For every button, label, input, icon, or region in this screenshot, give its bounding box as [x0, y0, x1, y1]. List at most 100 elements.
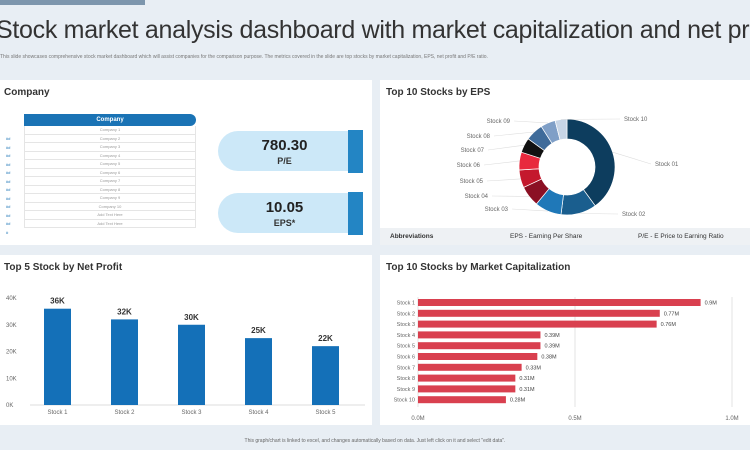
company-row: Company 1 — [24, 126, 196, 135]
net-profit-title: Top 5 Stock by Net Profit — [4, 262, 123, 273]
company-row: Company 3 — [24, 143, 196, 152]
donut-label: Stock 08 — [467, 134, 491, 140]
bar-value-label: 0.39M — [544, 344, 560, 350]
y-tick-label: 40K — [6, 296, 17, 302]
bar-value-label: 22K — [318, 334, 333, 343]
market-cap-bar — [418, 320, 657, 328]
market-cap-bar — [418, 309, 660, 317]
company-row-number: ## — [6, 144, 11, 150]
y-tick-label: Stock 10 — [394, 398, 415, 404]
market-cap-bar — [418, 342, 541, 350]
y-tick-label: 20K — [6, 350, 17, 356]
company-row-number: ## — [6, 161, 11, 167]
abbr-label: Abbreviations — [390, 233, 434, 240]
company-title: Company — [4, 87, 50, 98]
company-row: Company 5 — [24, 160, 196, 169]
x-tick-label: Stock 2 — [114, 410, 135, 416]
y-tick-label: 10K — [6, 376, 17, 382]
abbr-pe: P/E - E Price to Earning Ratio — [638, 233, 724, 240]
leader-line — [578, 213, 619, 215]
y-tick-label: Stock 7 — [397, 365, 415, 371]
company-row: Company 2 — [24, 134, 196, 143]
bar-value-label: 36K — [50, 297, 65, 306]
donut-label: Stock 05 — [460, 179, 484, 185]
bar-value-label: 0.39M — [544, 333, 560, 339]
abbreviations-bar: Abbreviations EPS - Earning Per Share P/… — [380, 228, 750, 245]
market-cap-bar — [418, 363, 522, 371]
company-row: Company 4 — [24, 151, 196, 160]
donut-label: Stock 02 — [622, 212, 646, 218]
leader-line — [511, 208, 548, 212]
market-cap-bar — [418, 353, 538, 360]
y-tick-label: Stock 3 — [397, 322, 415, 328]
donut-label: Stock 10 — [624, 117, 648, 123]
company-row: Company 9 — [24, 194, 196, 203]
bar-value-label: 0.28M — [510, 398, 526, 404]
net-profit-chart: 0K 10K 20K 30K 40K 36K Stock 1 32K Stock 2 30K Sto… — [6, 296, 365, 416]
page-subtitle: This slide showcases comprehensive stock… — [0, 54, 488, 60]
x-tick-label: Stock 1 — [47, 410, 68, 416]
donut-label: Stock 01 — [655, 162, 679, 168]
market-cap-bar — [418, 396, 506, 404]
company-row-number: ## — [6, 153, 11, 158]
profit-bar — [312, 346, 339, 405]
company-table-header: Company — [24, 114, 196, 126]
eps-panel: Top 10 Stocks by EPS Stock 01 Stock 02 Sto… — [380, 80, 750, 245]
company-row: Add Text Here — [24, 219, 196, 228]
leader-line — [493, 131, 535, 137]
donut-label: Stock 07 — [461, 148, 485, 154]
y-tick-label: 0K — [6, 403, 13, 409]
bar-value-label: 0.9M — [705, 301, 718, 307]
y-tick-label: Stock 4 — [397, 333, 415, 339]
eps-label: EPS* — [273, 218, 296, 228]
pe-value: 780.30 — [261, 137, 308, 154]
company-row: Company 8 — [24, 185, 196, 194]
company-row-number: ## — [6, 136, 11, 141]
pe-kpi: 780.30 P/E — [218, 130, 363, 173]
bar-value-label: 30K — [184, 313, 199, 322]
x-tick-label: 1.0M — [725, 416, 738, 422]
eps-chart-title: Top 10 Stocks by EPS — [386, 87, 491, 98]
footer-note: This graph/chart is linked to excel, and… — [244, 438, 506, 444]
company-row-number: ## — [6, 204, 11, 209]
donut-slice — [566, 118, 616, 207]
leader-line — [612, 151, 652, 165]
leader-line — [513, 120, 548, 124]
market-cap-bar — [418, 331, 541, 339]
market-cap-bar — [418, 374, 516, 382]
y-tick-label: Stock 2 — [397, 311, 415, 317]
x-tick-label: 0.5M — [568, 416, 581, 422]
profit-bar — [44, 308, 71, 405]
eps-value: 10.05 — [265, 199, 304, 216]
y-tick-label: Stock 9 — [397, 387, 415, 393]
market-cap-panel: Top 10 Stocks by Market Capitalization 0… — [380, 255, 750, 425]
bar-value-label: 25K — [251, 326, 266, 335]
market-cap-bar — [418, 299, 701, 306]
bar-value-label: 0.77M — [664, 311, 680, 317]
company-row-number: ## — [6, 212, 11, 218]
market-cap-chart: 0.0M 0.5M 1.0M Stock 1 0.9M Stock 2 0.77M Stock… — [394, 297, 739, 422]
bar-value-label: 0.76M — [661, 322, 677, 328]
market-cap-title: Top 10 Stocks by Market Capitalization — [386, 262, 571, 273]
eps-kpi: 10.05 EPS* — [218, 192, 363, 235]
top-accent-bar — [0, 0, 145, 5]
bar-value-label: 0.31M — [519, 387, 535, 393]
y-tick-label: Stock 8 — [397, 376, 415, 382]
leader-line — [487, 144, 525, 151]
bar-value-label: 0.38M — [541, 355, 557, 361]
leader-line — [486, 178, 521, 182]
x-tick-label: Stock 5 — [315, 410, 336, 416]
market-cap-bar — [418, 385, 516, 393]
profit-bar — [245, 338, 272, 405]
abbr-eps: EPS - Earning Per Share — [510, 233, 583, 240]
bar-value-label: 32K — [117, 307, 132, 316]
company-row-number: ## — [6, 221, 11, 226]
donut-label: Stock 06 — [457, 163, 481, 169]
x-tick-label: Stock 3 — [181, 410, 202, 416]
company-row-number: ## — [6, 187, 11, 192]
company-row-number: ## — [6, 195, 11, 201]
profit-bar — [178, 324, 205, 405]
donut-label: Stock 03 — [485, 207, 509, 213]
company-row: Company 6 — [24, 168, 196, 177]
company-numbers: ## ## ## ## ## ## ## ## ## ## ## # — [6, 136, 10, 238]
